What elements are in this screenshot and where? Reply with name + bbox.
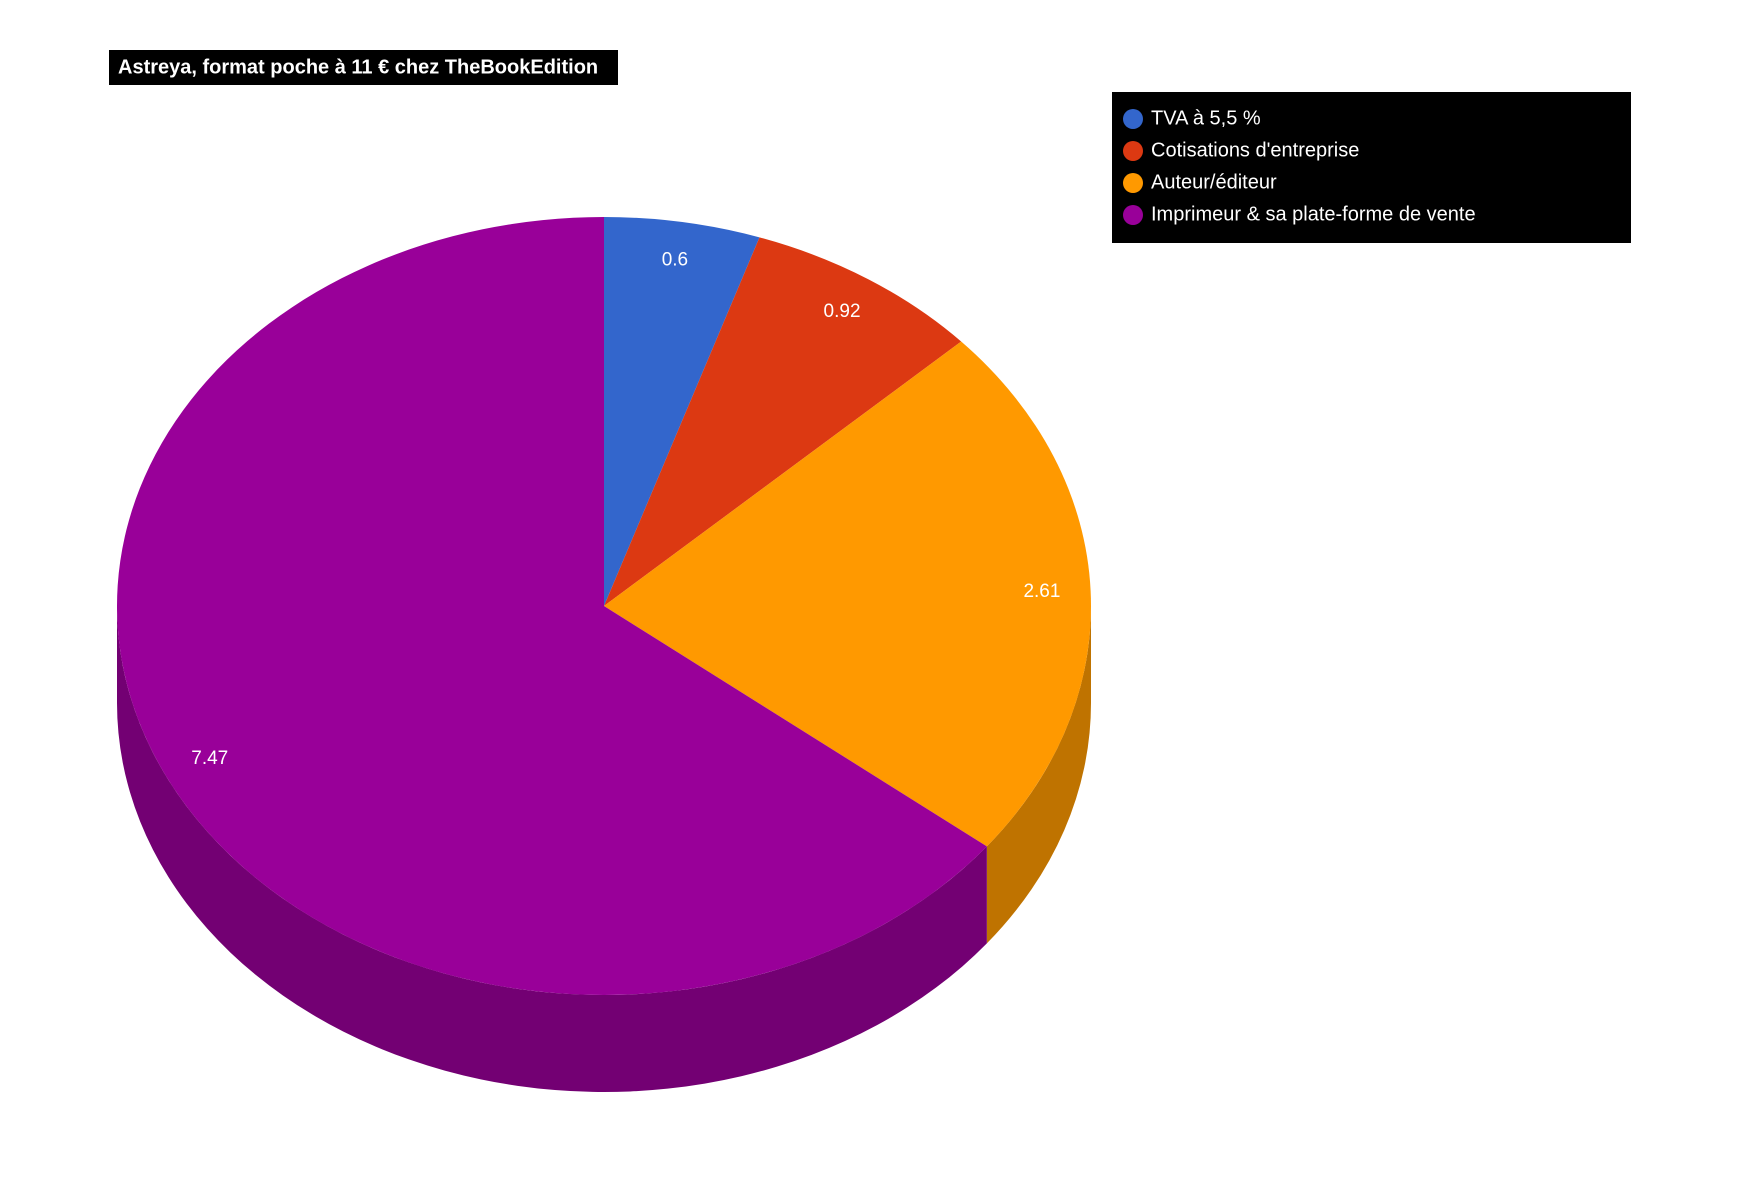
value-label: 0.92 [824,301,861,322]
legend-label: TVA à 5,5 % [1151,107,1261,129]
slice-side [117,606,987,1093]
legend-label: Cotisations d'entreprise [1151,139,1359,161]
legend-marker [1123,141,1143,161]
legend-marker [1123,205,1143,225]
legend-label: Imprimeur & sa plate-forme de vente [1151,203,1476,225]
title-box [109,50,618,85]
chart-title: Astreya, format poche à 11 € chez TheBoo… [118,56,598,78]
value-label: 2.61 [1023,581,1060,602]
value-label: 0.6 [662,250,688,271]
slice-side [986,606,1091,944]
legend-label: Auteur/éditeur [1151,171,1277,193]
slice [604,237,962,606]
slice [604,217,760,606]
slice [604,341,1091,847]
legend-box [1112,92,1631,243]
value-label: 7.47 [191,748,228,769]
slice [117,217,987,996]
legend-marker [1123,173,1143,193]
legend-marker [1123,109,1143,129]
